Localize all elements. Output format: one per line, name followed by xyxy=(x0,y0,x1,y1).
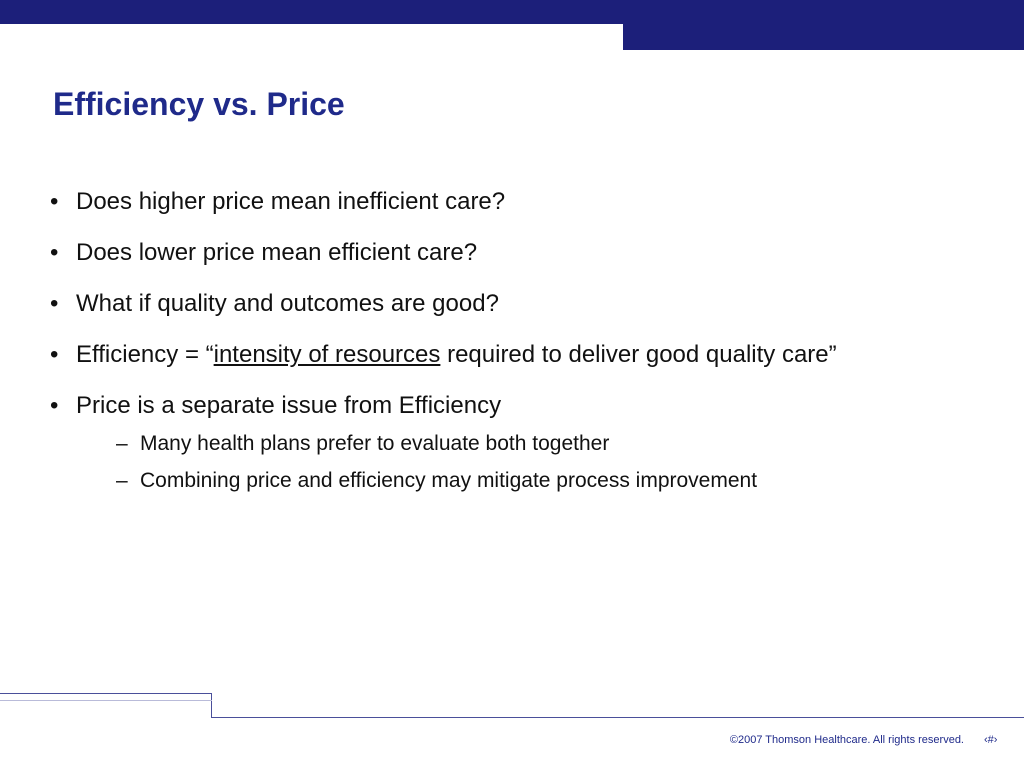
bullet-dot: • xyxy=(50,290,59,317)
footer-rule-long xyxy=(211,717,1024,718)
sub-bullet-dash: – xyxy=(116,432,128,455)
list-item: • Does higher price mean inefficient care… xyxy=(50,188,505,216)
bullet-dot: • xyxy=(50,392,59,419)
footer-rule xyxy=(0,693,212,694)
bullet-text-suffix: required to deliver good quality care” xyxy=(440,341,837,368)
sub-bullet-text: Many health plans prefer to evaluate bot… xyxy=(140,432,610,455)
sub-bullet-dash: – xyxy=(116,469,128,492)
list-item: • What if quality and outcomes are good? xyxy=(50,290,499,318)
underlined-phrase: intensity of resources xyxy=(213,341,441,368)
sub-list-item: – Combining price and efficiency may miti… xyxy=(116,469,757,493)
bullet-dot: • xyxy=(50,341,59,368)
list-item: • Efficiency = “intensity of resources re… xyxy=(50,341,837,369)
sub-list-item: – Many health plans prefer to evaluate bo… xyxy=(116,432,609,456)
sub-bullet-text: Combining price and efficiency may mitig… xyxy=(140,469,758,492)
header-band-block xyxy=(623,0,1024,50)
bullet-dot: • xyxy=(50,188,59,215)
bullet-text-prefix: Efficiency = “ xyxy=(76,341,214,368)
copyright-notice: ©2007 Thomson Healthcare. All rights res… xyxy=(729,734,964,746)
slide-title: Efficiency vs. Price xyxy=(53,86,345,122)
bullet-text: Does lower price mean efficient care? xyxy=(76,239,478,266)
list-item: • Does lower price mean efficient care? xyxy=(50,239,477,267)
bullet-text: Price is a separate issue from Efficienc… xyxy=(76,392,502,419)
slide-number: ‹#› xyxy=(984,734,998,746)
footer-rule-step xyxy=(211,693,212,718)
bullet-dot: • xyxy=(50,239,59,266)
bullet-text: Does higher price mean inefficient care? xyxy=(76,188,506,215)
footer-rule-light xyxy=(0,700,212,701)
list-item: • Price is a separate issue from Efficien… xyxy=(50,392,501,420)
bullet-text: What if quality and outcomes are good? xyxy=(76,290,499,317)
